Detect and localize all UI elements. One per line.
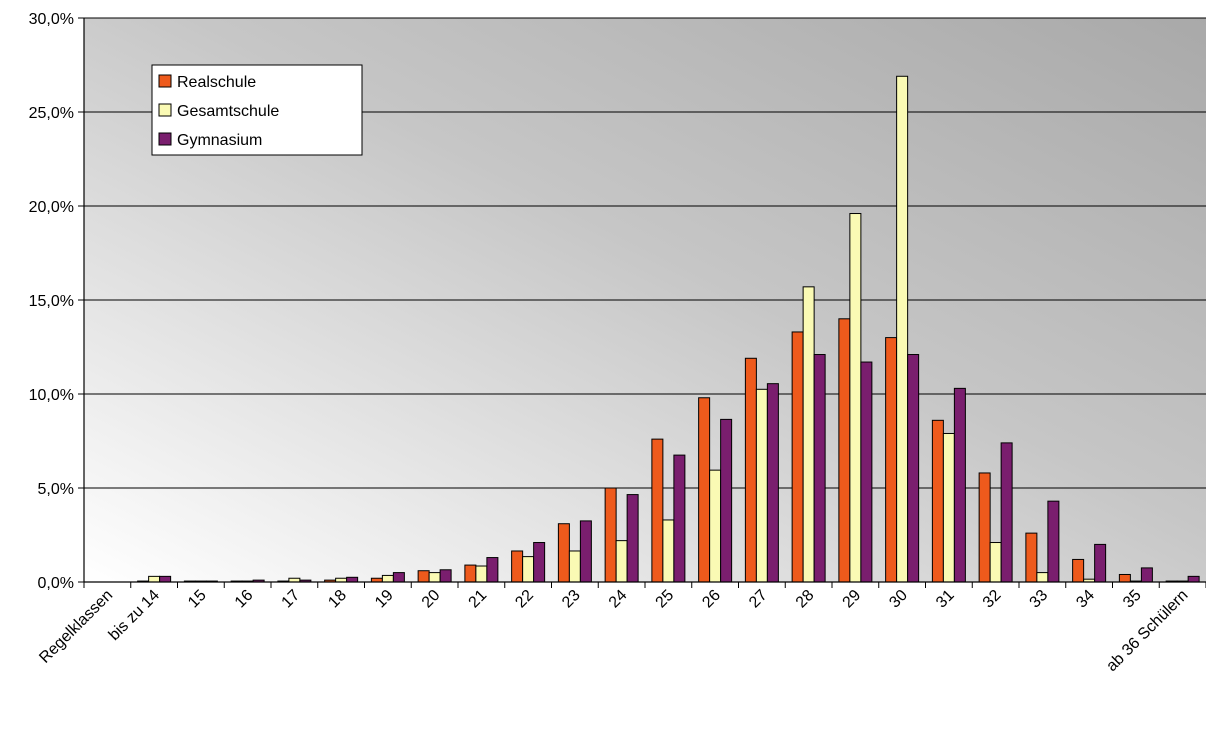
- bar-realschule-14: [744, 357, 757, 583]
- bar-gesamtschule-9: [522, 556, 535, 583]
- legend-swatch-gymnasium: [158, 132, 172, 146]
- y-tick-label: 10,0%: [29, 387, 74, 404]
- x-tick-label: 15: [185, 587, 210, 612]
- y-tick-label: 15,0%: [29, 293, 74, 310]
- x-tick-label: 25: [653, 587, 678, 612]
- bar-gesamtschule-12: [662, 519, 675, 583]
- x-tick-label: 16: [232, 587, 257, 612]
- x-tick-label: 24: [606, 587, 631, 612]
- legend-swatch-realschule: [158, 74, 172, 88]
- bar-realschule-13: [698, 397, 711, 583]
- bar-realschule-18: [931, 419, 944, 583]
- legend: Realschule Gesamtschule Gymnasium: [151, 64, 363, 156]
- bar-realschule-12: [651, 438, 664, 583]
- bar-gymnasium-8: [486, 557, 499, 583]
- bar-gymnasium-17: [907, 354, 920, 583]
- bar-gymnasium-19: [1000, 442, 1013, 583]
- bar-gesamtschule-11: [615, 540, 628, 583]
- bar-realschule-9: [511, 550, 524, 583]
- bar-realschule-7: [417, 570, 430, 583]
- bar-gymnasium-9: [533, 542, 546, 583]
- x-tick-label: ab 36 Schülern: [1103, 587, 1191, 675]
- x-tick-label: 31: [933, 587, 958, 612]
- legend-swatch-gesamtschule: [158, 103, 172, 117]
- bar-gesamtschule-20: [1036, 572, 1049, 583]
- bar-gymnasium-13: [720, 418, 733, 583]
- x-tick-label: 27: [746, 587, 771, 612]
- bar-gesamtschule-15: [802, 286, 815, 583]
- x-tick-label: 23: [559, 587, 584, 612]
- bar-realschule-11: [604, 487, 617, 583]
- x-tick-label: 26: [699, 587, 724, 612]
- bar-realschule-20: [1025, 532, 1038, 583]
- bar-realschule-16: [838, 318, 851, 583]
- bar-gymnasium-16: [860, 361, 873, 583]
- bar-gymnasium-10: [579, 520, 592, 583]
- x-tick-label: 29: [840, 587, 865, 612]
- bar-gesamtschule-8: [475, 565, 488, 583]
- bar-realschule-17: [885, 337, 898, 583]
- bar-gymnasium-6: [392, 572, 405, 583]
- bar-gymnasium-23: [1187, 575, 1200, 583]
- bars: [137, 75, 1200, 583]
- x-tick-label: 20: [419, 587, 444, 612]
- x-tick-label: 33: [1027, 587, 1052, 612]
- bar-realschule-19: [978, 472, 991, 583]
- y-axis-ticks: 0,0% 5,0% 10,0% 15,0% 20,0% 25,0% 30,0%: [29, 11, 84, 592]
- y-tick-label: 25,0%: [29, 105, 74, 122]
- bar-realschule-21: [1072, 558, 1085, 583]
- bar-gymnasium-22: [1140, 567, 1153, 583]
- x-tick-label: 28: [793, 587, 818, 612]
- bar-gesamtschule-1: [148, 575, 161, 583]
- bar-realschule-10: [557, 523, 570, 583]
- legend-box: [151, 64, 363, 156]
- bar-gymnasium-20: [1047, 500, 1060, 583]
- bar-gesamtschule-13: [709, 469, 722, 583]
- x-tick-label: 18: [325, 587, 350, 612]
- bar-gymnasium-18: [953, 387, 966, 583]
- bar-gymnasium-21: [1094, 543, 1107, 583]
- bar-gymnasium-1: [159, 575, 172, 583]
- bar-gymnasium-14: [766, 383, 779, 583]
- bar-gesamtschule-10: [568, 550, 581, 583]
- x-tick-label: 34: [1073, 587, 1098, 612]
- bar-gymnasium-15: [813, 354, 826, 583]
- x-tick-label: 32: [980, 587, 1005, 612]
- bar-gesamtschule-14: [755, 388, 768, 583]
- bar-gymnasium-5: [346, 576, 359, 583]
- bar-gesamtschule-18: [942, 432, 955, 583]
- gridlines: [84, 17, 1206, 489]
- bar-realschule-22: [1118, 573, 1131, 583]
- x-tick-label: 30: [886, 587, 911, 612]
- bar-gymnasium-11: [626, 494, 639, 583]
- bar-gesamtschule-19: [989, 542, 1002, 583]
- bar-gymnasium-12: [673, 454, 686, 583]
- x-tick-label: Regelklassen: [36, 587, 116, 667]
- y-tick-label: 30,0%: [29, 11, 74, 28]
- x-tick-label: 35: [1120, 587, 1145, 612]
- x-tick-label: bis zu 14: [106, 587, 163, 644]
- bar-gesamtschule-6: [381, 574, 394, 583]
- bar-gesamtschule-16: [849, 213, 862, 583]
- bar-realschule-8: [464, 564, 477, 583]
- y-tick-label: 20,0%: [29, 199, 74, 216]
- bar-gymnasium-7: [439, 569, 452, 583]
- x-tick-label: 19: [372, 587, 397, 612]
- y-tick-label: 0,0%: [38, 575, 74, 592]
- legend-label-gesamtschule: Gesamtschule: [177, 103, 279, 120]
- legend-label-gymnasium: Gymnasium: [177, 132, 262, 149]
- y-tick-label: 5,0%: [38, 481, 74, 498]
- x-tick-label: 21: [466, 587, 491, 612]
- bar-gesamtschule-7: [428, 572, 441, 583]
- x-tick-label: 22: [512, 587, 537, 612]
- x-tick-label: 17: [279, 587, 304, 612]
- legend-label-realschule: Realschule: [177, 74, 256, 91]
- bar-gesamtschule-17: [896, 75, 909, 583]
- bar-realschule-15: [791, 331, 804, 583]
